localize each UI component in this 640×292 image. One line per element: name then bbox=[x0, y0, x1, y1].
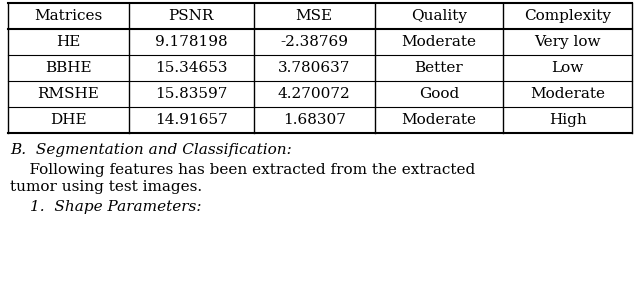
Text: High: High bbox=[548, 113, 586, 127]
Text: Complexity: Complexity bbox=[524, 9, 611, 23]
Text: BBHE: BBHE bbox=[45, 61, 92, 75]
Text: Good: Good bbox=[419, 87, 459, 101]
Text: DHE: DHE bbox=[50, 113, 87, 127]
Text: 4.270072: 4.270072 bbox=[278, 87, 351, 101]
Text: MSE: MSE bbox=[296, 9, 333, 23]
Text: 1.68307: 1.68307 bbox=[283, 113, 346, 127]
Text: Very low: Very low bbox=[534, 35, 601, 49]
Text: 9.178198: 9.178198 bbox=[155, 35, 228, 49]
Text: 1.  Shape Parameters:: 1. Shape Parameters: bbox=[30, 200, 202, 214]
Text: HE: HE bbox=[56, 35, 81, 49]
Text: Moderate: Moderate bbox=[401, 35, 476, 49]
Text: 14.91657: 14.91657 bbox=[155, 113, 228, 127]
Text: Moderate: Moderate bbox=[530, 87, 605, 101]
Text: Moderate: Moderate bbox=[401, 113, 476, 127]
Text: 15.83597: 15.83597 bbox=[155, 87, 227, 101]
Text: B.  Segmentation and Classification:: B. Segmentation and Classification: bbox=[10, 143, 292, 157]
Text: Following features has been extracted from the extracted: Following features has been extracted fr… bbox=[10, 163, 476, 177]
Text: Low: Low bbox=[552, 61, 584, 75]
Text: Quality: Quality bbox=[411, 9, 467, 23]
Text: RMSHE: RMSHE bbox=[38, 87, 99, 101]
Text: PSNR: PSNR bbox=[168, 9, 214, 23]
Text: tumor using test images.: tumor using test images. bbox=[10, 180, 202, 194]
Text: Better: Better bbox=[415, 61, 463, 75]
Text: -2.38769: -2.38769 bbox=[280, 35, 348, 49]
Text: 15.34653: 15.34653 bbox=[155, 61, 228, 75]
Text: Matrices: Matrices bbox=[35, 9, 102, 23]
Text: 3.780637: 3.780637 bbox=[278, 61, 350, 75]
